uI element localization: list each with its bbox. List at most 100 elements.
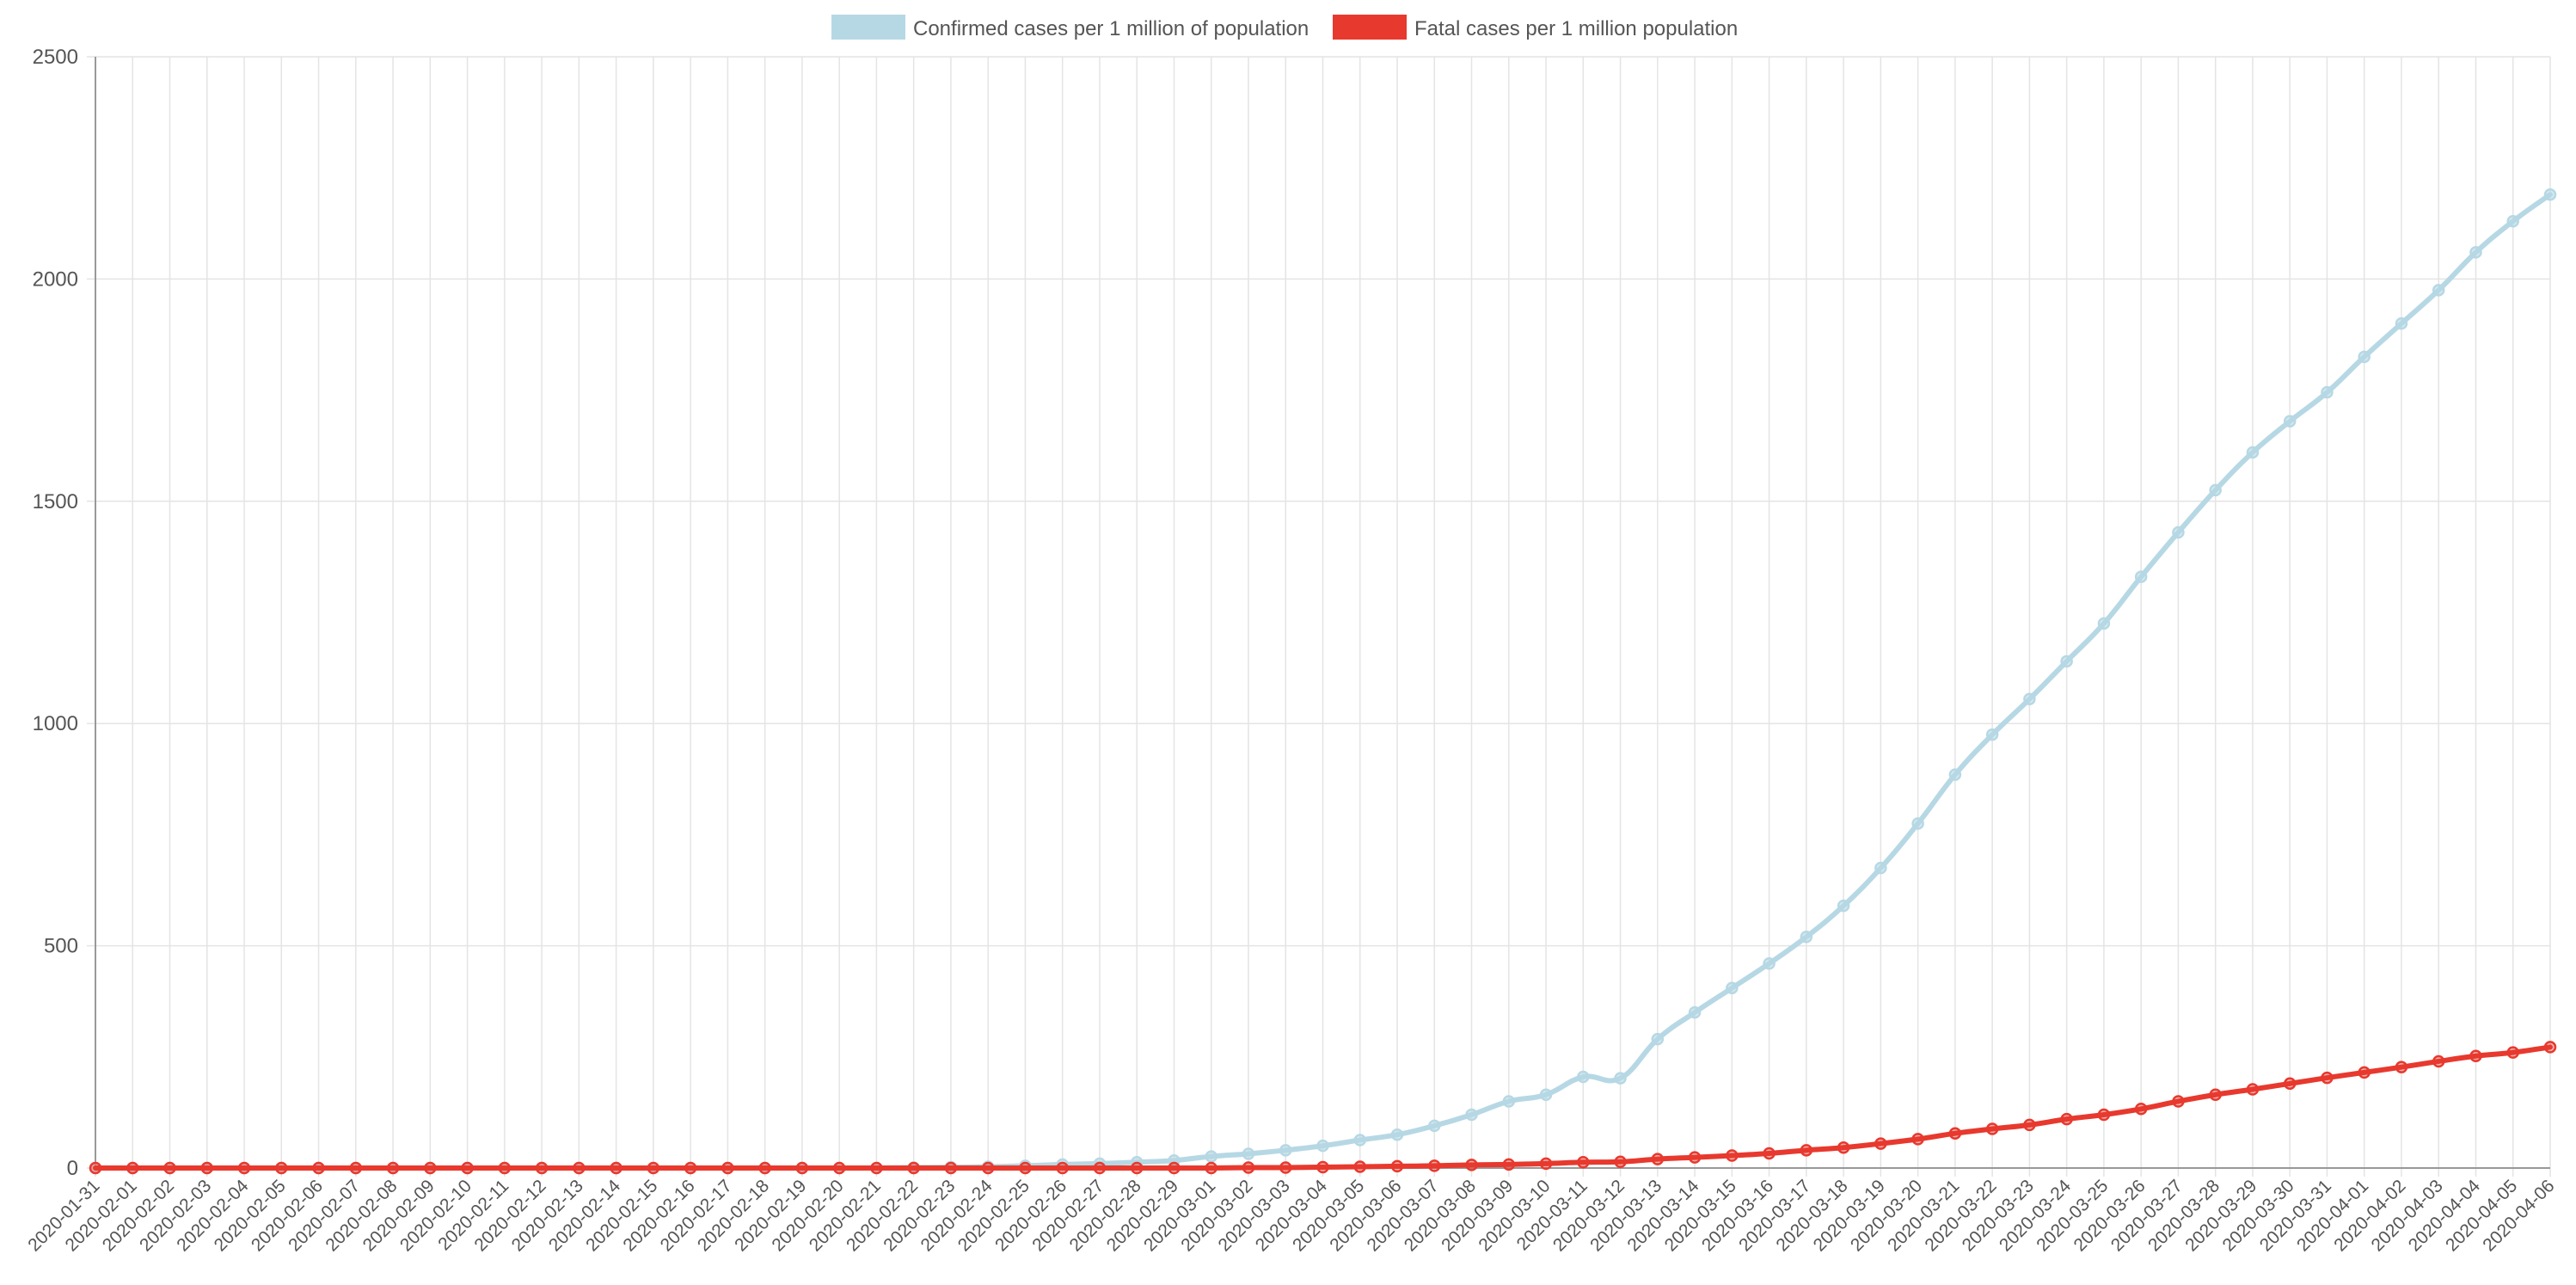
data-point-fatal[interactable] (2246, 1083, 2260, 1096)
data-point-confirmed[interactable] (1911, 817, 1924, 830)
data-point-fatal[interactable] (1763, 1147, 1776, 1160)
data-point-fatal[interactable] (498, 1161, 512, 1175)
data-point-confirmed[interactable] (1837, 899, 1850, 913)
data-point-fatal[interactable] (1428, 1159, 1441, 1172)
data-point-fatal[interactable] (1614, 1155, 1627, 1169)
data-point-fatal[interactable] (647, 1161, 660, 1175)
data-point-fatal[interactable] (758, 1161, 771, 1175)
data-point-fatal[interactable] (1577, 1156, 1590, 1169)
data-point-fatal[interactable] (1726, 1149, 1739, 1162)
data-point-fatal[interactable] (2060, 1112, 2073, 1126)
data-point-fatal[interactable] (126, 1161, 139, 1175)
data-point-fatal[interactable] (1539, 1157, 1553, 1171)
data-point-confirmed[interactable] (1763, 957, 1776, 970)
data-point-fatal[interactable] (1019, 1161, 1032, 1175)
legend-item-confirmed[interactable]: Confirmed cases per 1 million of populat… (831, 15, 1309, 40)
data-point-confirmed[interactable] (2246, 446, 2260, 459)
data-point-fatal[interactable] (1985, 1122, 1999, 1135)
data-point-confirmed[interactable] (1205, 1150, 1217, 1163)
data-point-confirmed[interactable] (1985, 728, 1999, 741)
data-point-fatal[interactable] (795, 1161, 809, 1175)
data-point-fatal[interactable] (2321, 1071, 2334, 1085)
data-point-fatal[interactable] (2469, 1049, 2482, 1063)
data-point-confirmed[interactable] (2395, 317, 2408, 330)
data-point-fatal[interactable] (2209, 1088, 2222, 1101)
data-point-fatal[interactable] (349, 1161, 363, 1175)
data-point-fatal[interactable] (870, 1161, 883, 1175)
data-point-fatal[interactable] (163, 1161, 176, 1175)
data-point-confirmed[interactable] (1948, 768, 1962, 781)
data-point-confirmed[interactable] (1800, 931, 1813, 944)
data-point-fatal[interactable] (2506, 1046, 2519, 1059)
data-point-confirmed[interactable] (2283, 415, 2297, 428)
data-point-fatal[interactable] (1242, 1161, 1255, 1174)
data-point-fatal[interactable] (1316, 1160, 1329, 1174)
data-point-fatal[interactable] (2432, 1054, 2445, 1068)
data-point-fatal[interactable] (2358, 1066, 2371, 1079)
data-point-fatal[interactable] (2395, 1061, 2408, 1073)
data-point-fatal[interactable] (1800, 1144, 1813, 1157)
data-point-fatal[interactable] (610, 1161, 623, 1175)
data-point-confirmed[interactable] (1353, 1134, 1367, 1147)
data-point-fatal[interactable] (1688, 1151, 1702, 1164)
data-point-fatal[interactable] (981, 1161, 995, 1175)
data-point-confirmed[interactable] (1428, 1119, 1441, 1133)
data-point-confirmed[interactable] (1539, 1088, 1553, 1101)
data-point-fatal[interactable] (275, 1161, 288, 1175)
data-point-fatal[interactable] (1465, 1159, 1478, 1171)
data-point-fatal[interactable] (1168, 1161, 1181, 1175)
data-point-fatal[interactable] (684, 1161, 697, 1175)
data-point-fatal[interactable] (1948, 1127, 1962, 1140)
data-point-confirmed[interactable] (2209, 483, 2222, 497)
data-point-fatal[interactable] (424, 1161, 437, 1175)
data-point-confirmed[interactable] (1242, 1147, 1255, 1160)
data-point-confirmed[interactable] (1502, 1095, 1516, 1108)
data-point-confirmed[interactable] (2060, 655, 2073, 668)
data-point-confirmed[interactable] (1726, 981, 1739, 994)
data-point-fatal[interactable] (2134, 1103, 2148, 1116)
data-point-confirmed[interactable] (2321, 385, 2334, 399)
data-point-confirmed[interactable] (2432, 284, 2445, 297)
data-point-confirmed[interactable] (2543, 188, 2557, 201)
data-point-fatal[interactable] (237, 1161, 251, 1175)
data-point-confirmed[interactable] (1465, 1108, 1478, 1122)
data-point-fatal[interactable] (89, 1161, 102, 1175)
data-point-fatal[interactable] (2023, 1118, 2036, 1132)
data-point-fatal[interactable] (1651, 1153, 1665, 1165)
data-point-fatal[interactable] (721, 1161, 734, 1175)
data-point-fatal[interactable] (573, 1161, 586, 1175)
data-point-fatal[interactable] (1837, 1141, 1850, 1154)
data-point-fatal[interactable] (1093, 1161, 1107, 1175)
data-point-confirmed[interactable] (2469, 246, 2482, 259)
data-point-confirmed[interactable] (1651, 1032, 1665, 1046)
data-point-confirmed[interactable] (1688, 1005, 1702, 1019)
data-point-fatal[interactable] (200, 1161, 214, 1175)
data-point-confirmed[interactable] (1577, 1070, 1590, 1084)
data-point-fatal[interactable] (832, 1161, 846, 1175)
data-point-fatal[interactable] (312, 1161, 325, 1175)
data-point-confirmed[interactable] (2172, 526, 2185, 539)
data-point-fatal[interactable] (2172, 1095, 2185, 1108)
data-point-confirmed[interactable] (2506, 214, 2519, 228)
data-point-fatal[interactable] (2543, 1041, 2557, 1054)
data-point-fatal[interactable] (1205, 1161, 1217, 1175)
data-point-confirmed[interactable] (2358, 350, 2371, 364)
data-point-confirmed[interactable] (1614, 1072, 1627, 1085)
data-point-fatal[interactable] (1130, 1161, 1144, 1175)
data-point-confirmed[interactable] (1390, 1128, 1404, 1141)
data-point-fatal[interactable] (1502, 1158, 1516, 1171)
data-point-fatal[interactable] (461, 1161, 474, 1175)
data-point-fatal[interactable] (1279, 1161, 1292, 1174)
data-point-fatal[interactable] (1056, 1161, 1069, 1175)
legend-item-fatal[interactable]: Fatal cases per 1 million population (1333, 15, 1738, 40)
data-point-confirmed[interactable] (1316, 1139, 1329, 1153)
data-point-confirmed[interactable] (2097, 617, 2111, 630)
data-point-confirmed[interactable] (1279, 1144, 1292, 1157)
data-point-fatal[interactable] (535, 1161, 549, 1175)
data-point-fatal[interactable] (907, 1161, 920, 1175)
data-point-confirmed[interactable] (2023, 692, 2036, 706)
data-point-fatal[interactable] (1874, 1137, 1887, 1150)
data-point-fatal[interactable] (386, 1161, 400, 1175)
data-point-confirmed[interactable] (2134, 570, 2148, 583)
data-point-fatal[interactable] (2283, 1077, 2297, 1091)
